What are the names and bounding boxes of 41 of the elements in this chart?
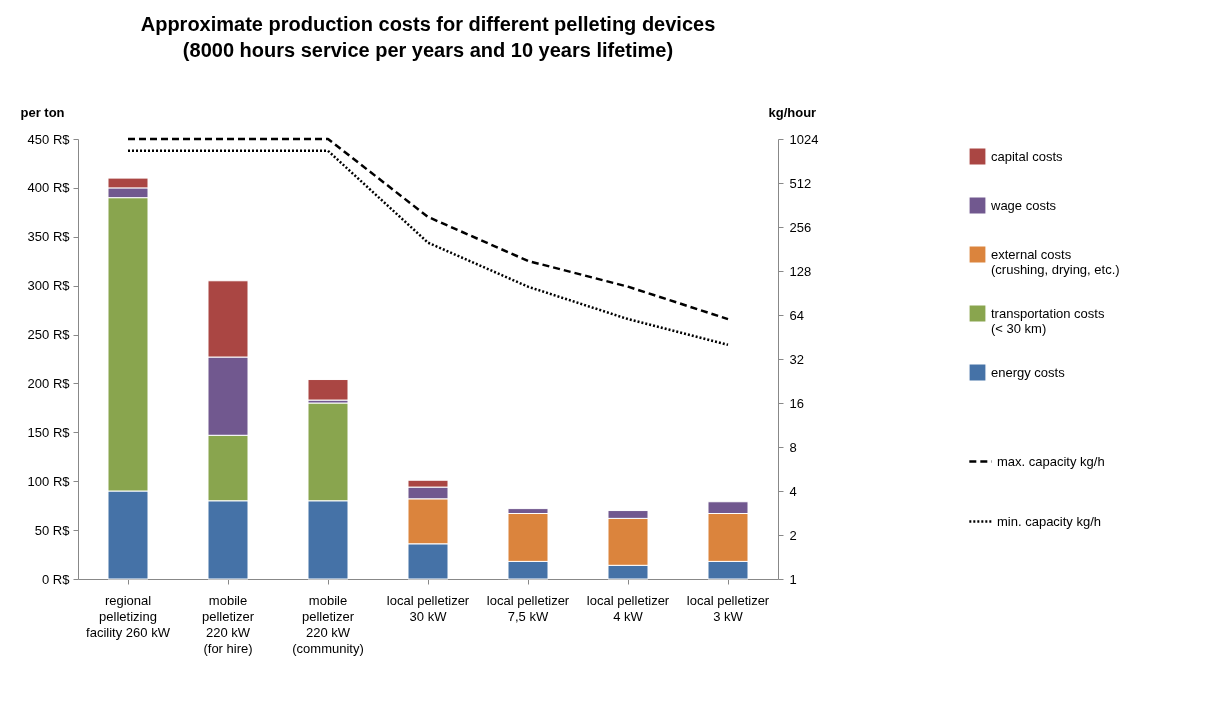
y2-axis-title: kg/hour [768, 104, 817, 120]
x-tick-label: regional pelletizing facility 260 kW [86, 592, 171, 640]
x-tick-label: mobile pelletizer 220 kW (community) [292, 592, 364, 656]
legend-label: capital costs [991, 148, 1064, 164]
y2-tick-label: 64 [789, 307, 804, 323]
y-tick-label: 150 R$ [27, 424, 71, 440]
y-tick-label: 250 R$ [27, 327, 71, 343]
y2-tick-label: 8 [789, 439, 797, 455]
legend-label: max. capacity kg/h [997, 453, 1105, 469]
y-tick-label: 300 R$ [27, 278, 71, 294]
y-tick-label: 350 R$ [27, 229, 71, 245]
y2-tick-label: 2 [789, 527, 797, 543]
chart-title: Approximate production costs for different pelleting devices (8000 hours service per years and 10 years lifetime) [140, 13, 716, 61]
line-series [126, 137, 730, 321]
y2-tick-label: 512 [789, 175, 812, 191]
y-tick-label: 200 R$ [27, 375, 71, 391]
y2-tick-label: 1024 [789, 131, 819, 147]
legend-label: wage costs [990, 197, 1057, 213]
legend-label: external costs (crushing, drying, etc.) [991, 246, 1120, 277]
bar [307, 379, 349, 401]
y-tick-label: 450 R$ [27, 131, 71, 147]
x-tick-label: mobile pelletizer 220 kW (for hire) [201, 592, 255, 656]
legend-label: transportation costs (< 30 km) [991, 305, 1105, 336]
line-series [126, 149, 730, 347]
y-tick-label: 100 R$ [27, 473, 71, 489]
x-tick-label: local pelletizer 30 kW [386, 592, 470, 624]
y-tick-label: 400 R$ [27, 180, 71, 196]
x-tick-label: local pelletizer 7,5 kW [486, 592, 570, 624]
y-tick-label: 50 R$ [34, 522, 71, 538]
y2-tick-label: 4 [789, 483, 797, 499]
y2-tick-label: 128 [789, 263, 812, 279]
y-tick-label: 0 R$ [42, 571, 71, 587]
legend-label: min. capacity kg/h [997, 513, 1102, 529]
y2-tick-label: 1 [789, 571, 797, 587]
x-tick-label: local pelletizer 3 kW [686, 592, 770, 624]
y-axis-title: per ton [20, 104, 65, 120]
y2-tick-label: 32 [789, 351, 804, 367]
y2-tick-label: 16 [789, 395, 804, 411]
legend-label: energy costs [991, 364, 1066, 380]
x-tick-label: local pelletizer 4 kW [586, 592, 670, 624]
y2-tick-label: 256 [789, 219, 812, 235]
